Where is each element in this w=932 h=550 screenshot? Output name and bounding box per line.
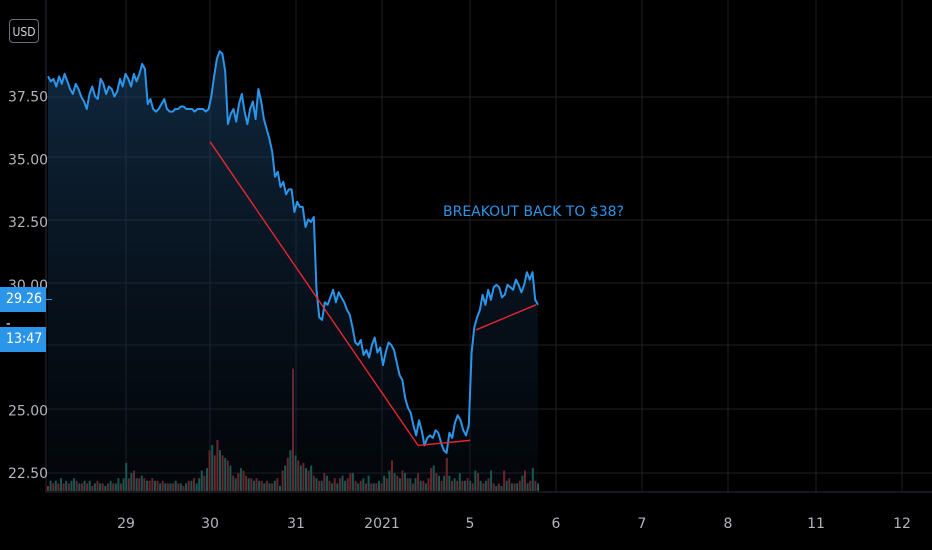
currency-selector[interactable]: USD — [9, 19, 39, 43]
x-tick-label: 29 — [117, 516, 135, 532]
x-tick-label: 11 — [807, 516, 825, 532]
x-tick-label: 31 — [287, 516, 305, 532]
trendline[interactable] — [417, 439, 471, 447]
y-tick-label: 37.50 — [8, 90, 48, 106]
bar-countdown-label: 13:47 — [0, 327, 46, 352]
trendline[interactable] — [209, 141, 419, 446]
y-tick-label: 25.00 — [8, 403, 48, 419]
trendline[interactable] — [475, 304, 537, 331]
x-tick-label: 30 — [201, 516, 219, 532]
price-line — [47, 50, 539, 454]
price-area-fill — [48, 51, 538, 493]
x-tick-label: 8 — [724, 516, 733, 532]
x-axis-ticks: 29 30 31 2021 5 6 7 8 11 12 — [117, 516, 911, 532]
x-tick-label: 2021 — [364, 516, 400, 532]
x-tick-label: 5 — [466, 516, 475, 532]
x-tick-label: 6 — [552, 516, 561, 532]
last-price-label: 29.26 - — [0, 287, 52, 332]
y-tick-label: 35.00 — [8, 152, 48, 168]
y-tick-label: 32.50 — [8, 215, 48, 231]
price-line-series — [47, 50, 539, 454]
price-area — [48, 51, 538, 493]
x-tick-label: 7 — [638, 516, 647, 532]
y-tick-label: 22.50 — [8, 466, 48, 482]
chart-annotation: BREAKOUT BACK TO $38? — [443, 204, 624, 220]
trendlines — [209, 141, 537, 447]
x-tick-label: 12 — [893, 516, 911, 532]
